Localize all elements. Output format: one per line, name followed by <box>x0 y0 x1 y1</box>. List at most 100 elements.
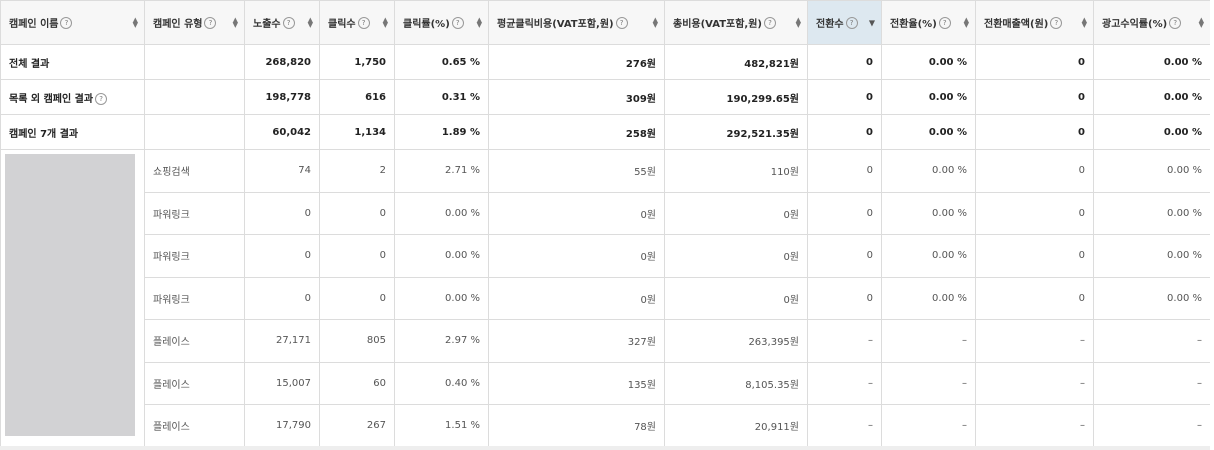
column-header-conv_rate[interactable]: 전환율(%)? ▲ ▼ <box>881 0 976 45</box>
cell-ctr: 0.00 % <box>394 191 489 235</box>
cell-revenue: 0 <box>975 44 1094 80</box>
help-icon[interactable]: ? <box>845 16 858 29</box>
cell-conversions: – <box>807 319 882 363</box>
cell-ctr: 1.89 % <box>394 114 489 150</box>
sort-icon[interactable]: ▲ ▼ <box>232 16 238 29</box>
sort-up-icon: ▲ <box>132 15 138 24</box>
sort-desc-icon[interactable]: ▼ <box>868 18 875 27</box>
campaign-type: 파워링크 <box>144 191 245 235</box>
cell-cost: 263,395원 <box>664 319 808 363</box>
column-header-label: 총비용(VAT포함,원) <box>673 19 762 30</box>
cell-cpc: 258원 <box>488 114 665 150</box>
summary-row-type <box>144 114 245 150</box>
campaign-row[interactable]: 쇼핑검색 74 2 2.71 % 55원 110원 0 0.00 % 0 0.00 % <box>0 149 1211 448</box>
sort-icon[interactable]: ▲ ▼ <box>1198 15 1204 28</box>
sort-icon[interactable]: ▲ ▼ <box>132 15 138 28</box>
help-icon[interactable]: ? <box>1050 16 1063 29</box>
cell-conv_rate: 0.00 % <box>881 191 976 235</box>
campaign-row[interactable]: 파워링크 0 0 0.00 % 0원 0원 0 0.00 % 0 0.00 % <box>1 234 1211 278</box>
column-header-conversions[interactable]: 전환수? ▼ <box>807 0 882 45</box>
cell-ctr: 0.00 % <box>394 234 489 278</box>
sort-icon[interactable]: ▲ ▼ <box>307 15 313 29</box>
cell-ctr: 0.31 % <box>394 79 489 115</box>
summary-row-name: 목록 외 캠페인 결과? <box>0 79 145 115</box>
sort-up-icon: ▲ <box>476 15 482 24</box>
column-header-roas[interactable]: 광고수익률(%)? ▲ ▼ <box>1093 0 1211 45</box>
cell-conversions: 0 <box>807 44 882 80</box>
table-body: 전체 결과 268,820 1,750 0.65 % 276원 482,821원 0 0.00… <box>0 44 1211 448</box>
cell-cost: 0원 <box>664 276 808 320</box>
campaign-row[interactable]: 파워링크 0 0 0.00 % 0원 0원 0 0.00 % 0 0.00 % <box>1 276 1211 320</box>
sort-down-icon: ▼ <box>232 20 238 29</box>
sort-icon[interactable]: ▲ ▼ <box>476 15 482 28</box>
cell-conv_rate: 0.00 % <box>881 79 976 115</box>
column-header-revenue[interactable]: 전환매출액(원)? ▲ ▼ <box>975 0 1094 45</box>
sort-up-icon: ▲ <box>1198 15 1204 24</box>
column-header-type[interactable]: 캠페인 유형? ▲ ▼ <box>144 0 245 45</box>
column-header-cpc[interactable]: 평균클릭비용(VAT포함,원)? ▲ ▼ <box>488 0 665 45</box>
help-icon[interactable]: ? <box>282 16 295 29</box>
sort-up-icon: ▲ <box>307 15 313 24</box>
sort-icon[interactable]: ▲ ▼ <box>653 16 658 28</box>
cell-roas: 0.00 % <box>1093 114 1211 150</box>
sort-down-icon: ▼ <box>307 20 313 29</box>
cell-cost: 20,911원 <box>664 404 808 448</box>
horizontal-scrollbar[interactable] <box>0 446 1214 450</box>
table-header-row: 캠페인 이름? ▲ ▼ 캠페인 유형? ▲ ▼ 노출수? ▲ ▼ 클릭수? ▲ ▼ 클릭률(%)? ▲ ▼ 평… <box>0 0 1211 45</box>
help-icon[interactable]: ? <box>451 16 464 29</box>
sort-icon[interactable]: ▲ ▼ <box>963 16 969 29</box>
campaign-row[interactable]: 플레이스 27,171 805 2.97 % 327원 263,395원 – – – – <box>1 319 1211 363</box>
column-header-cost[interactable]: 총비용(VAT포함,원)? ▲ ▼ <box>664 0 808 45</box>
cell-cpc: 0원 <box>488 191 665 235</box>
cell-cpc: 0원 <box>488 234 665 278</box>
column-header-impressions[interactable]: 노출수? ▲ ▼ <box>244 0 320 45</box>
redaction-block <box>5 154 135 436</box>
help-icon[interactable]: ? <box>95 92 108 105</box>
column-header-label: 광고수익률(%) <box>1102 19 1168 30</box>
sort-down-icon: ▼ <box>1081 20 1087 29</box>
cell-revenue: 0 <box>975 149 1094 193</box>
cell-roas: 0.00 % <box>1093 79 1211 115</box>
cell-ctr: 2.97 % <box>394 319 489 363</box>
cell-conv_rate: 0.00 % <box>881 44 976 80</box>
sort-icon[interactable]: ▲ ▼ <box>382 16 388 29</box>
help-icon[interactable]: ? <box>60 16 73 29</box>
column-header-label: 클릭률(%) <box>403 19 450 30</box>
cell-impressions: 0 <box>244 234 320 278</box>
cell-conv_rate: 0.00 % <box>881 234 976 278</box>
column-header-name[interactable]: 캠페인 이름? ▲ ▼ <box>0 0 145 45</box>
summary-row-label: 전체 결과 <box>9 58 50 70</box>
sort-icon[interactable]: ▲ ▼ <box>795 15 801 28</box>
campaign-row[interactable]: 파워링크 0 0 0.00 % 0원 0원 0 0.00 % 0 0.00 % <box>1 191 1211 235</box>
column-header-label: 전환수 <box>816 19 844 30</box>
column-header-ctr[interactable]: 클릭률(%)? ▲ ▼ <box>394 0 489 45</box>
help-icon[interactable]: ? <box>763 16 776 29</box>
help-icon[interactable]: ? <box>1169 16 1182 29</box>
help-icon[interactable]: ? <box>357 16 370 29</box>
cell-ctr: 0.65 % <box>394 44 489 80</box>
cell-conv_rate: – <box>881 319 976 363</box>
campaign-row[interactable]: 플레이스 17,790 267 1.51 % 78원 20,911원 – – – – <box>1 404 1211 448</box>
column-header-clicks[interactable]: 클릭수? ▲ ▼ <box>319 0 395 45</box>
help-icon[interactable]: ? <box>938 16 951 29</box>
sort-down-icon: ▼ <box>382 20 388 29</box>
cell-roas: – <box>1093 361 1211 405</box>
campaign-type: 플레이스 <box>144 361 245 405</box>
cell-clicks: 267 <box>319 404 395 448</box>
sort-down-icon: ▼ <box>963 20 969 29</box>
sort-up-icon: ▲ <box>795 15 801 24</box>
help-icon[interactable]: ? <box>204 16 217 29</box>
cell-impressions: 268,820 <box>244 44 320 80</box>
cell-clicks: 60 <box>319 361 395 405</box>
cell-conversions: – <box>807 404 882 448</box>
cell-cpc: 135원 <box>488 361 665 405</box>
campaign-row[interactable]: 플레이스 15,007 60 0.40 % 135원 8,105.35원 – – – – <box>1 361 1211 405</box>
help-icon[interactable]: ? <box>615 16 628 29</box>
cell-clicks: 1,750 <box>319 44 395 80</box>
cell-ctr: 0.00 % <box>394 276 489 320</box>
sort-icon[interactable]: ▲ ▼ <box>1081 16 1087 29</box>
cell-conversions: 0 <box>807 276 882 320</box>
cell-ctr: 1.51 % <box>394 404 489 448</box>
cell-impressions: 74 <box>244 149 320 193</box>
cell-conversions: 0 <box>807 149 882 193</box>
